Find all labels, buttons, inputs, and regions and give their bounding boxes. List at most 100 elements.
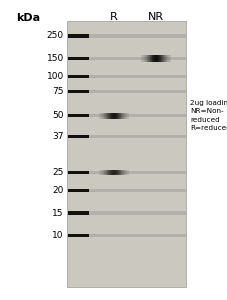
Bar: [123, 112, 124, 118]
Bar: [89, 90, 185, 93]
Bar: [167, 55, 168, 62]
Bar: [159, 55, 160, 62]
Bar: [111, 170, 112, 175]
Bar: [89, 234, 185, 237]
Bar: [113, 170, 114, 175]
Bar: [124, 170, 125, 175]
Bar: [153, 55, 154, 62]
Text: 2ug loading
NR=Non-
reduced
R=reduced: 2ug loading NR=Non- reduced R=reduced: [190, 100, 227, 131]
Text: 75: 75: [52, 87, 64, 96]
Bar: [116, 170, 117, 175]
Bar: [161, 55, 162, 62]
Bar: [150, 55, 151, 62]
Bar: [121, 170, 122, 175]
Bar: [89, 114, 185, 117]
Bar: [104, 170, 105, 175]
Bar: [114, 170, 115, 175]
Bar: [102, 112, 103, 118]
Bar: [68, 135, 89, 138]
Bar: [145, 55, 146, 62]
Text: 20: 20: [52, 186, 64, 195]
Text: 50: 50: [52, 111, 64, 120]
Text: 10: 10: [52, 231, 64, 240]
Bar: [100, 112, 101, 118]
Bar: [113, 112, 114, 118]
Text: 250: 250: [47, 32, 64, 40]
Bar: [116, 112, 117, 118]
Bar: [68, 171, 89, 174]
Bar: [104, 112, 105, 118]
Bar: [106, 112, 107, 118]
Bar: [155, 55, 156, 62]
Bar: [118, 112, 119, 118]
Bar: [120, 170, 121, 175]
Bar: [162, 55, 163, 62]
Bar: [99, 112, 100, 118]
Bar: [154, 55, 155, 62]
Bar: [109, 170, 110, 175]
Bar: [127, 170, 128, 175]
Bar: [117, 112, 118, 118]
Bar: [107, 112, 108, 118]
Bar: [168, 55, 169, 62]
Bar: [169, 55, 170, 62]
Bar: [142, 55, 143, 62]
Bar: [121, 112, 122, 118]
Bar: [114, 112, 115, 118]
Bar: [103, 170, 104, 175]
Bar: [147, 55, 148, 62]
Bar: [152, 55, 153, 62]
Bar: [68, 75, 89, 78]
Bar: [102, 170, 103, 175]
Bar: [108, 170, 109, 175]
Bar: [108, 112, 109, 118]
Bar: [163, 55, 164, 62]
Bar: [126, 112, 127, 118]
Bar: [105, 170, 106, 175]
Bar: [148, 55, 149, 62]
Bar: [144, 55, 145, 62]
Bar: [107, 170, 108, 175]
Bar: [109, 112, 110, 118]
Text: NR: NR: [148, 11, 163, 22]
Bar: [100, 170, 101, 175]
Bar: [146, 55, 147, 62]
Bar: [123, 170, 124, 175]
Bar: [101, 112, 102, 118]
Bar: [99, 170, 100, 175]
Text: 37: 37: [52, 132, 64, 141]
Bar: [67, 21, 185, 286]
Text: 25: 25: [52, 168, 64, 177]
Text: R: R: [110, 11, 117, 22]
Bar: [157, 55, 158, 62]
Bar: [160, 55, 161, 62]
Bar: [118, 170, 119, 175]
Bar: [115, 112, 116, 118]
Bar: [103, 112, 104, 118]
Bar: [122, 112, 123, 118]
Bar: [105, 112, 106, 118]
Bar: [120, 112, 121, 118]
Bar: [89, 34, 185, 38]
Bar: [68, 211, 89, 215]
Bar: [68, 114, 89, 117]
Bar: [115, 170, 116, 175]
Bar: [111, 112, 112, 118]
Bar: [141, 55, 142, 62]
Bar: [68, 90, 89, 93]
Bar: [158, 55, 159, 62]
Bar: [112, 170, 113, 175]
Bar: [110, 170, 111, 175]
Text: 15: 15: [52, 208, 64, 217]
Bar: [68, 34, 89, 38]
Bar: [127, 112, 128, 118]
Bar: [89, 211, 185, 215]
Bar: [89, 189, 185, 192]
Bar: [126, 170, 127, 175]
Bar: [117, 170, 118, 175]
Bar: [164, 55, 165, 62]
Bar: [110, 112, 111, 118]
Bar: [151, 55, 152, 62]
Bar: [89, 135, 185, 138]
Bar: [68, 189, 89, 192]
